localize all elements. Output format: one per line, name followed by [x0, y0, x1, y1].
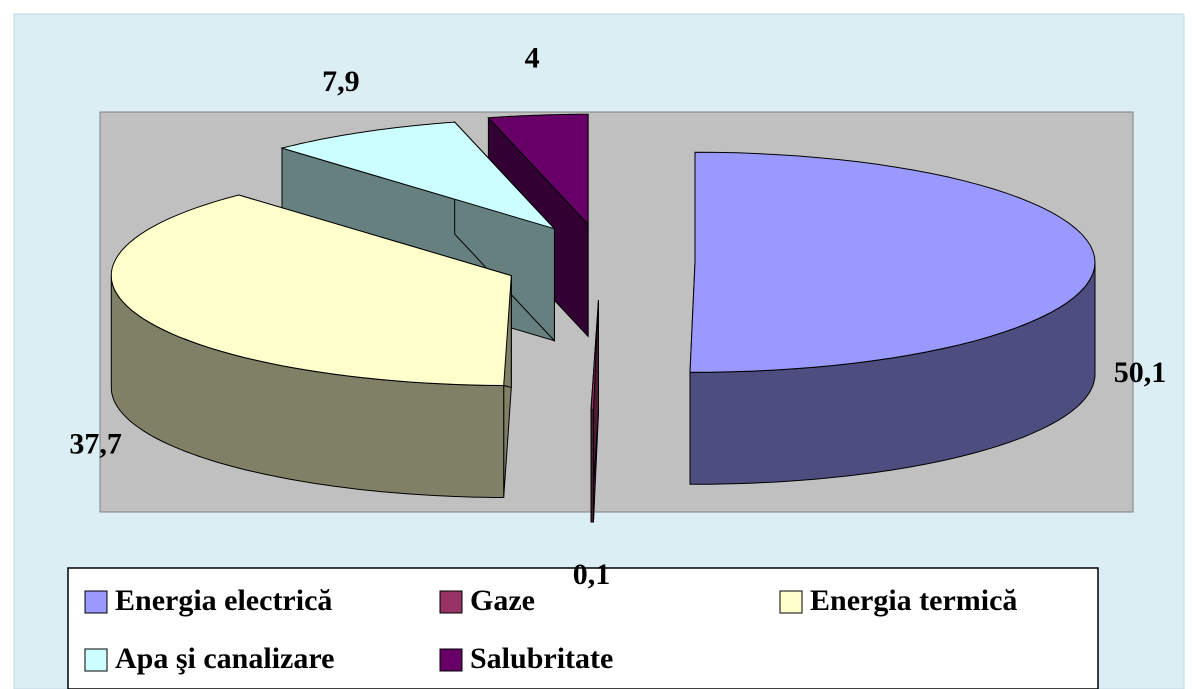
data-label: 0,1: [573, 558, 611, 591]
legend: [67, 567, 1099, 689]
legend-swatch: [439, 648, 463, 672]
legend-swatch: [779, 590, 803, 614]
data-label: 37,7: [69, 427, 122, 460]
legend-label: Apa şi canalizare: [115, 642, 334, 675]
data-label: 4: [525, 41, 540, 74]
data-label: 50,1: [1114, 356, 1167, 389]
slice: [487, 113, 589, 226]
legend-label: Gaze: [470, 584, 535, 617]
legend-swatch: [439, 590, 463, 614]
slice: [590, 299, 599, 411]
legend-swatch: [84, 648, 108, 672]
legend-label: Energia termică: [810, 584, 1017, 617]
data-label: 7,9: [322, 65, 360, 98]
legend-label: Energia electrică: [115, 584, 332, 617]
legend-label: Salubritate: [470, 642, 613, 675]
slice: [110, 194, 512, 387]
slice-wall: [590, 409, 594, 523]
slice: [280, 121, 557, 230]
slice: [689, 151, 1096, 373]
legend-swatch: [84, 590, 108, 614]
